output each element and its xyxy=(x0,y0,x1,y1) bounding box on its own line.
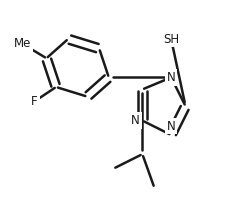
Text: SH: SH xyxy=(162,33,178,46)
Text: Me: Me xyxy=(14,37,31,50)
Text: N: N xyxy=(166,71,175,84)
Text: N: N xyxy=(166,119,175,133)
Text: N: N xyxy=(131,114,139,127)
Text: F: F xyxy=(31,95,38,108)
